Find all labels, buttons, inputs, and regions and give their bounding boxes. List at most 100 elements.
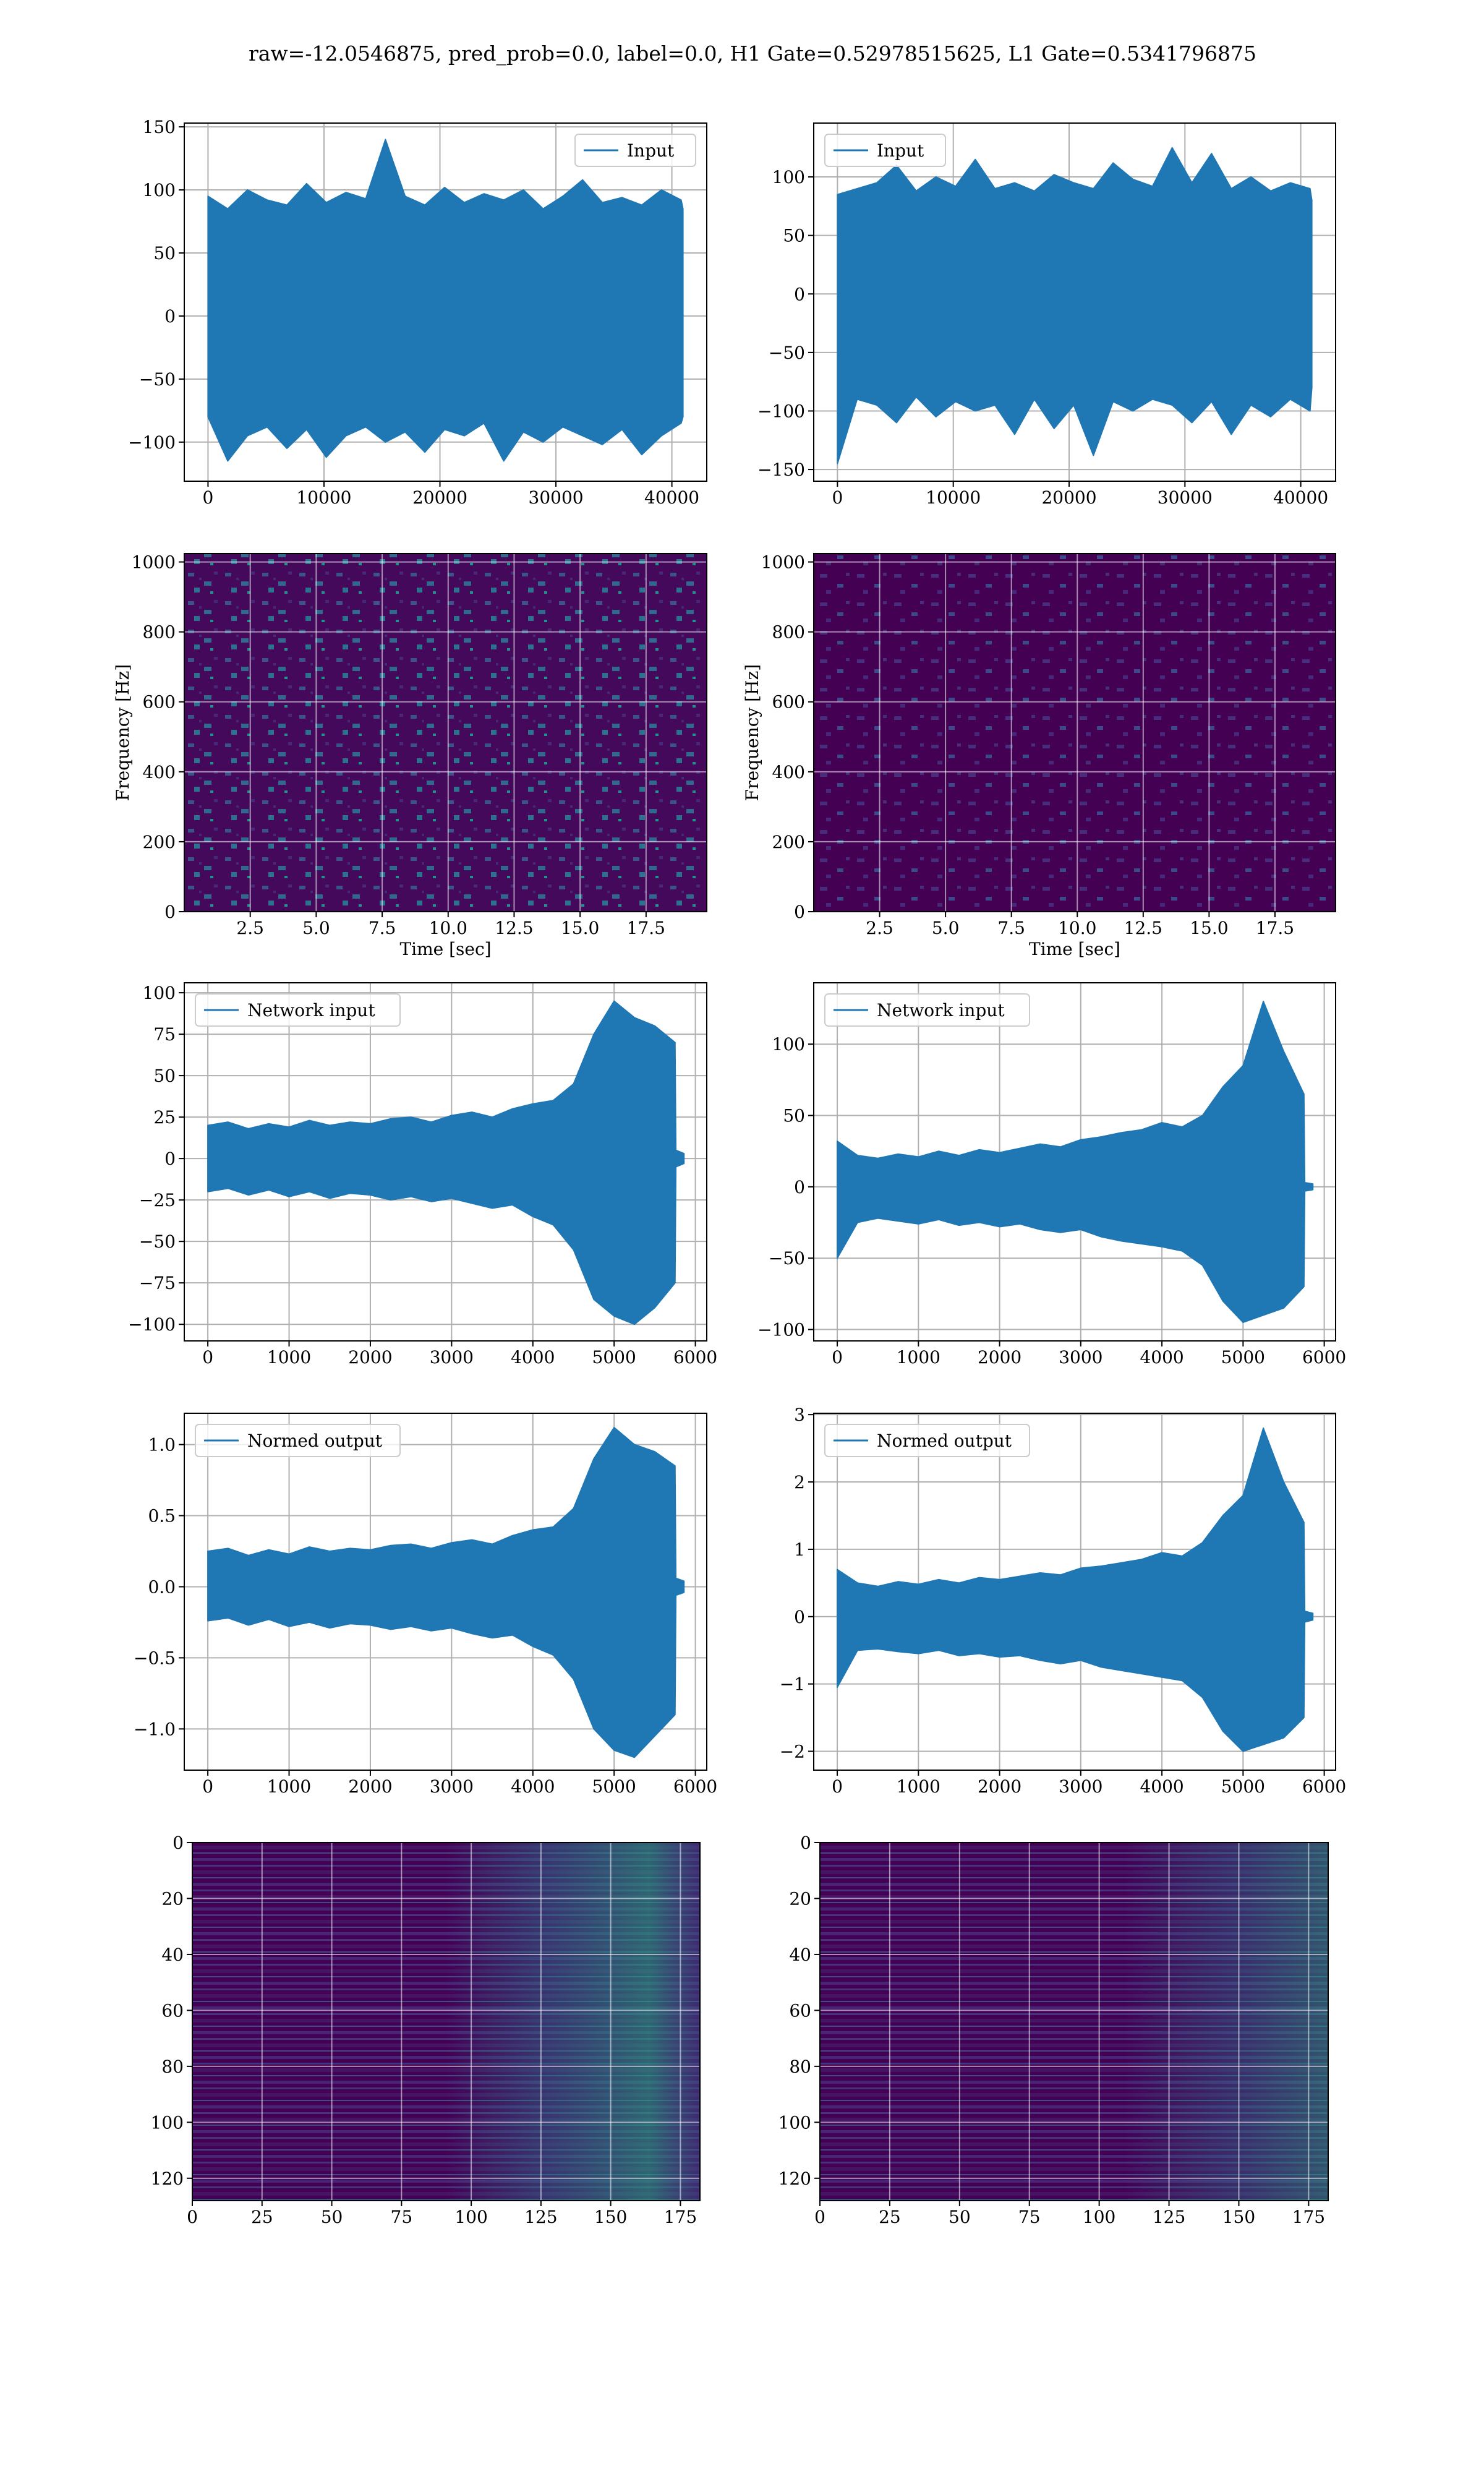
x-tick-label: 15.0 <box>1190 918 1228 938</box>
x-tick-label: 20000 <box>412 487 467 508</box>
y-tick-label: −25 <box>139 1190 176 1210</box>
y-tick-label: −50 <box>769 1248 805 1269</box>
axes-frame <box>813 122 1336 482</box>
axes-frame <box>184 982 707 1342</box>
y-tick-label: 100 <box>143 983 176 1003</box>
y-tick-label: 20 <box>161 1888 184 1909</box>
subplot: 2.5 5.0 7.5 10.0 12.5 15.0 17.5 0 200 400 600 800 10… <box>742 552 1336 959</box>
x-tick-label: 175 <box>664 2207 697 2227</box>
x-tick-label: 0 <box>202 1347 213 1368</box>
legend-box <box>824 1424 1030 1457</box>
y-tick-label: 0 <box>173 1833 184 1853</box>
y-tick-label: 1000 <box>132 552 176 573</box>
spectrogram <box>184 554 707 912</box>
x-tick-label: 2000 <box>978 1347 1021 1368</box>
axes-frame <box>813 553 1336 912</box>
x-tick-label: 125 <box>524 2207 557 2227</box>
legend-label: Input <box>877 140 924 161</box>
x-tick-label: 0 <box>202 1776 213 1797</box>
y-tick-label: −75 <box>139 1273 176 1293</box>
y-tick-label: 100 <box>778 2112 811 2133</box>
x-tick-label: 125 <box>1153 2207 1185 2227</box>
y-tick-label: −1.0 <box>134 1719 176 1739</box>
x-tick-label: 5.0 <box>302 918 330 938</box>
x-tick-label: 2.5 <box>236 918 264 938</box>
x-tick-label: 1000 <box>897 1776 940 1797</box>
legend-box <box>824 134 946 167</box>
x-tick-label: 10.0 <box>1058 918 1096 938</box>
y-tick-label: 600 <box>143 692 176 713</box>
signal-upper <box>207 139 684 317</box>
signal-upper <box>837 147 1313 295</box>
x-tick-label: 6000 <box>673 1776 717 1797</box>
y-tick-label: 100 <box>151 2112 184 2133</box>
signal-lower <box>837 1616 1314 1752</box>
x-tick-label: 15.0 <box>561 918 599 938</box>
axes-frame <box>184 553 707 912</box>
y-tick-label: 0 <box>794 902 805 922</box>
x-tick-label: 6000 <box>1302 1776 1346 1797</box>
x-tick-label: 10000 <box>296 487 351 508</box>
y-tick-label: 1 <box>794 1539 805 1560</box>
y-tick-label: 150 <box>143 117 176 137</box>
axes-frame <box>819 1842 1329 2201</box>
y-tick-label: 1.0 <box>148 1435 176 1455</box>
y-tick-label: 50 <box>153 243 176 263</box>
y-tick-label: 600 <box>772 692 805 713</box>
x-tick-label: 12.5 <box>495 918 533 938</box>
x-tick-label: 20000 <box>1041 487 1096 508</box>
legend-box <box>824 993 1030 1027</box>
y-tick-label: 0 <box>164 1149 176 1169</box>
signal-lower <box>837 1186 1314 1324</box>
y-tick-label: −0.5 <box>134 1648 176 1668</box>
y-tick-label: 80 <box>161 2057 184 2077</box>
subplot: 0 10000 20000 30000 40000 −150 −100 −50 0 50 100 In… <box>757 122 1336 508</box>
x-tick-label: 0 <box>832 487 843 508</box>
legend-label: Normed output <box>247 1431 383 1451</box>
x-tick-label: 40000 <box>644 487 699 508</box>
y-tick-label: 2 <box>794 1472 805 1492</box>
x-tick-label: 30000 <box>529 487 584 508</box>
y-tick-label: 800 <box>772 622 805 643</box>
x-tick-label: 50 <box>321 2207 343 2227</box>
x-tick-label: 3000 <box>1059 1347 1102 1368</box>
signal-upper <box>207 1000 685 1160</box>
x-tick-label: 4000 <box>1140 1347 1183 1368</box>
y-tick-label: −2 <box>780 1742 805 1762</box>
x-tick-label: 0 <box>187 2207 198 2227</box>
signal-lower <box>207 1586 685 1758</box>
x-tick-label: 5.0 <box>932 918 960 938</box>
x-tick-label: 40000 <box>1273 487 1328 508</box>
y-tick-label: 60 <box>789 2000 811 2021</box>
x-tick-label: 2.5 <box>866 918 893 938</box>
x-tick-label: 175 <box>1292 2207 1325 2227</box>
figure-title: raw=-12.0546875, pred_prob=0.0, label=0.… <box>249 41 1256 66</box>
x-tick-label: 100 <box>1083 2207 1115 2227</box>
y-tick-label: 20 <box>789 1888 811 1909</box>
y-tick-label: 400 <box>143 762 176 782</box>
x-axis-label: Time [sec] <box>399 939 491 959</box>
y-tick-label: 0 <box>794 1177 805 1197</box>
subplot: 0 1000 2000 3000 4000 5000 6000 −100 −75 −50 −25 0 2… <box>128 982 717 1368</box>
x-tick-label: 50 <box>949 2207 971 2227</box>
legend-label: Network input <box>877 1000 1005 1021</box>
signal-upper <box>837 1000 1314 1188</box>
x-tick-label: 5000 <box>592 1347 636 1368</box>
x-tick-label: 6000 <box>673 1347 717 1368</box>
x-tick-label: 3000 <box>430 1347 474 1368</box>
legend-box <box>195 993 401 1027</box>
x-tick-label: 5000 <box>592 1776 636 1797</box>
y-tick-label: 120 <box>778 2168 811 2189</box>
legend-box <box>574 134 696 167</box>
y-tick-label: 80 <box>789 2057 811 2077</box>
x-tick-label: 17.5 <box>627 918 665 938</box>
y-tick-label: 40 <box>789 1945 811 1965</box>
axes-frame <box>192 1842 701 2201</box>
legend-label: Input <box>627 140 675 161</box>
x-tick-label: 75 <box>391 2207 413 2227</box>
y-tick-label: 0.5 <box>148 1506 176 1526</box>
x-tick-label: 5000 <box>1221 1776 1265 1797</box>
signal-lower <box>837 293 1313 464</box>
y-tick-label: 1000 <box>761 552 805 573</box>
